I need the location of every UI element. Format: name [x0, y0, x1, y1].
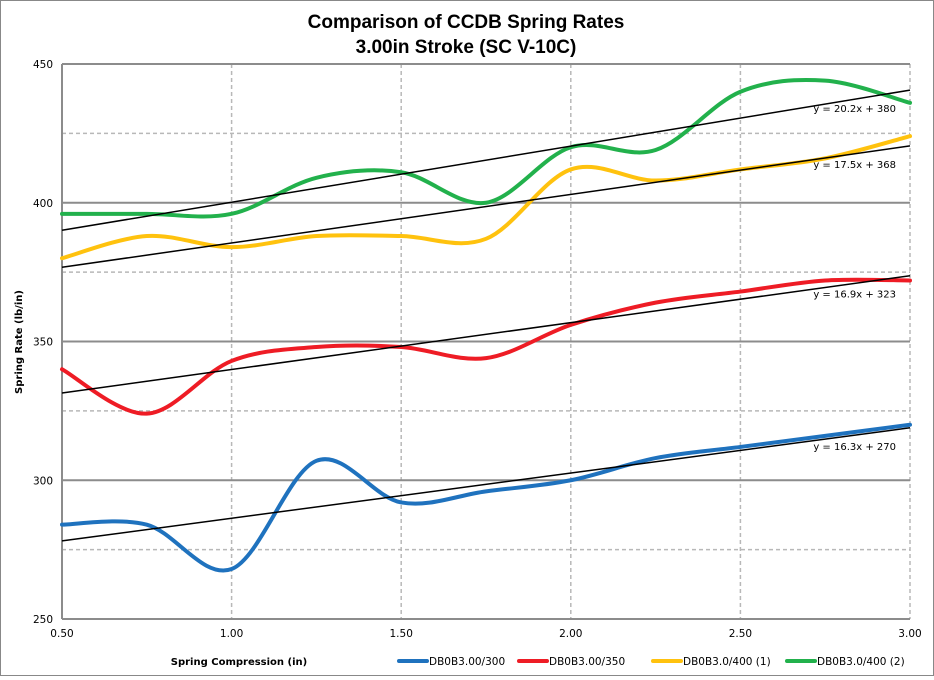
- x-tick-label: 3.00: [898, 628, 921, 640]
- trendline-equation: y = 16.9x + 323: [813, 290, 896, 301]
- trendline-2: [61, 274, 911, 394]
- series-line-4: [60, 77, 912, 219]
- y-axis-label: Spring Rate (lb/in): [14, 290, 25, 394]
- legend: DB0B3.00/300 DB0B3.00/350 DB0B3.0/400 (1) D…: [397, 656, 905, 668]
- y-tick-label: 350: [33, 337, 53, 349]
- legend-label: DB0B3.00/300: [429, 656, 505, 668]
- y-tick-label: 250: [33, 614, 53, 626]
- chart-subtitle: 3.00in Stroke (SC V-10C): [356, 37, 577, 58]
- legend-label: DB0B3.00/350: [549, 656, 625, 668]
- legend-label: DB0B3.0/400 (1): [683, 656, 771, 668]
- y-tick-label: 400: [33, 198, 53, 210]
- trendlines: y = 16.3x + 270 y = 16.9x + 323 y = 17.5x …: [61, 89, 911, 542]
- trendline-1: [61, 427, 911, 542]
- trendline-equation: y = 16.3x + 270: [813, 442, 896, 453]
- trendline-4: [61, 89, 911, 231]
- x-tick-label: 0.50: [50, 628, 73, 640]
- y-tick-label: 450: [33, 59, 53, 71]
- series-group: [60, 77, 912, 573]
- trendline-equation: y = 20.2x + 380: [813, 104, 896, 115]
- legend-label: DB0B3.0/400 (2): [817, 656, 905, 668]
- trendline-equation: y = 17.5x + 368: [813, 160, 896, 171]
- x-axis-label: Spring Compression (in): [171, 657, 307, 668]
- trendline-3: [61, 145, 911, 269]
- grid: [61, 63, 911, 620]
- x-tick-label: 1.50: [390, 628, 413, 640]
- axis-ticks: 250 300 350 400 450 0.50 1.00 1.50 2.00 2.50 3.00: [33, 59, 922, 640]
- chart-title: Comparison of CCDB Spring Rates: [308, 12, 625, 33]
- x-tick-label: 2.00: [559, 628, 582, 640]
- series-line-1: [60, 422, 912, 573]
- series-line-2: [60, 277, 912, 416]
- x-tick-label: 2.50: [729, 628, 752, 640]
- series-line-3: [60, 134, 912, 261]
- x-tick-label: 1.00: [220, 628, 243, 640]
- y-tick-label: 300: [33, 475, 53, 487]
